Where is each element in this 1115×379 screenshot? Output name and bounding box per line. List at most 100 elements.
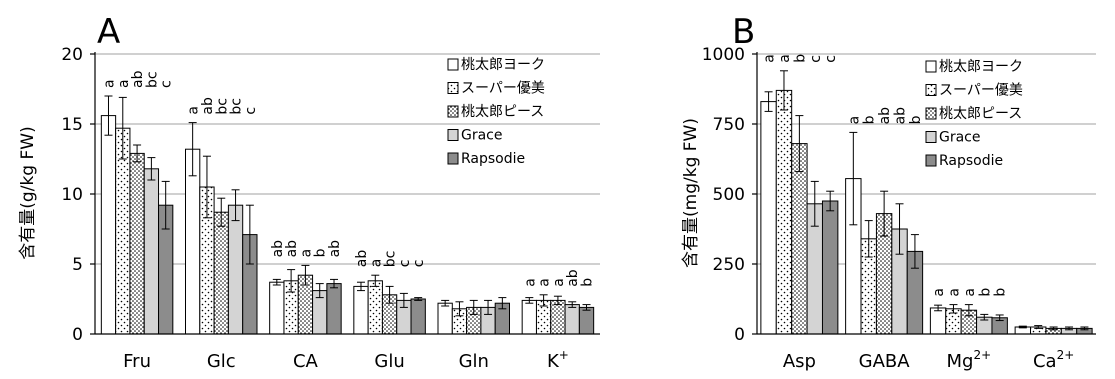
- panel-b-axes: [752, 52, 1096, 335]
- panel-b-bar: [821, 200, 839, 335]
- panel-a-significance-letter: b: [313, 248, 329, 257]
- panel-a-bar: [521, 299, 537, 335]
- panel-b-significance-letter: b: [977, 288, 993, 297]
- panel-b-legend-swatch: [925, 107, 937, 120]
- panel-a-label: A: [97, 12, 120, 52]
- panel-b-significance-letter: ab: [877, 107, 893, 125]
- panel-b-significance-letter: a: [777, 54, 793, 63]
- panel-b-bar: [929, 307, 947, 335]
- panel-b-y-tick-label: 1000: [702, 45, 745, 65]
- panel-b-y-tick-label: 0: [734, 325, 745, 345]
- panel-a-ylabel-main: 含有量: [18, 209, 38, 260]
- panel-a-significance-letter: c: [397, 259, 413, 267]
- panel-a-legend-label: Grace: [461, 128, 503, 144]
- panel-a-legend-swatch: [447, 152, 459, 165]
- panel-a-x-tick-label: Glc: [207, 351, 236, 372]
- panel-b-ticks: 0 250 500 750 1000: [702, 45, 745, 345]
- panel-a-legend-label: 桃太郎ヨーク: [461, 57, 545, 73]
- panel-b-significance: a a b c ca b ab ab ba a a b b: [762, 54, 1009, 297]
- panel-a-bar: [550, 299, 566, 335]
- panel-a-bar: [143, 168, 160, 335]
- panel-a-y-tick-label: 15: [61, 115, 83, 135]
- panel-a-x-tick-label: Fru: [123, 351, 151, 372]
- panel-a-bar: [564, 304, 580, 335]
- panel-b-significance-letter: c: [823, 55, 839, 63]
- panel-b-legend-swatch: [925, 154, 937, 167]
- panel-a-significance-letter: bc: [214, 98, 230, 115]
- panel-b-categories: Asp GABA Mg2+ Ca2+: [783, 348, 1074, 372]
- panel-a-legend-label: 桃太郎ピース: [461, 104, 544, 120]
- panel-b-y-tick-label: 250: [713, 255, 745, 275]
- panel-a-significance-letter: a: [298, 249, 314, 258]
- panel-a-significance-letter: b: [580, 278, 596, 287]
- panel-a-legend-label: スーパー優美: [461, 81, 545, 97]
- panel-a-categories: Fru Glc CA Glu Gln K+: [123, 348, 569, 372]
- panel-b-y-tick-label: 750: [713, 115, 745, 135]
- panel-a-x-tick-label: K+: [547, 348, 569, 372]
- panel-a-bar: [100, 115, 117, 335]
- panel-a-significance-letter: bc: [144, 71, 160, 88]
- panel-b-significance-letter: a: [946, 288, 962, 297]
- panel-b-x-tick-label: GABA: [859, 351, 911, 372]
- panel-a-significance-letter: c: [243, 107, 259, 115]
- panel-a-significance-letter: a: [551, 278, 567, 287]
- panel-b-legend-label: Grace: [939, 130, 981, 146]
- panel-b-significance-letter: b: [993, 288, 1009, 297]
- panel-a-significance-letter: bc: [229, 98, 245, 115]
- panel-a-bar: [437, 302, 453, 335]
- panel-a-significance-letter: a: [368, 259, 384, 268]
- panel-b-bars: [760, 70, 1093, 335]
- panel-a-significance-letter: c: [411, 259, 427, 267]
- panel-b-significance-letter: ab: [893, 107, 909, 125]
- panel-b-y-tick-label: 500: [713, 185, 745, 205]
- panel-b-bar: [760, 101, 777, 335]
- panel-a-significance-letter: ab: [200, 97, 216, 115]
- panel-b-legend-swatch: [925, 131, 937, 143]
- panel-a-y-tick-label: 5: [72, 255, 83, 275]
- panel-a-significance-letter: ab: [270, 240, 286, 258]
- panel-b-legend-label: Rapsodie: [939, 153, 1003, 169]
- panel-a-x-tick-label: Gln: [459, 351, 489, 372]
- panel-a-bar: [185, 148, 201, 335]
- panel-b-label: B: [732, 12, 755, 52]
- panel-b-significance-letter: a: [931, 288, 947, 297]
- panel-b-ylabel-main: 含有量: [681, 217, 701, 268]
- panel-a-legend-label: Rapsodie: [461, 151, 525, 167]
- panel-a-bar: [410, 298, 426, 335]
- panel-b-significance-letter: a: [962, 288, 978, 297]
- panel-a-significance-letter: a: [186, 106, 202, 115]
- panel-a-y-tick-label: 10: [61, 185, 83, 205]
- panel-a-significance-letter: bc: [383, 251, 399, 268]
- panel-a-significance-letter: ab: [284, 240, 300, 258]
- panel-a-significance-letter: a: [101, 79, 117, 88]
- panel-b-bar: [775, 89, 793, 335]
- panel-b-significance-letter: c: [808, 55, 824, 63]
- panel-a-significance-letter: a: [116, 79, 132, 88]
- panel-a-bar: [578, 306, 595, 335]
- panel-b-bar: [791, 143, 808, 335]
- panel-b-significance-letter: a: [762, 54, 778, 63]
- panel-a-legend-swatch: [447, 105, 459, 118]
- panel-a-legend-swatch: [447, 129, 459, 141]
- panel-a-y-tick-label: 0: [72, 325, 83, 345]
- panel-a-ylabel-unit: (g/kg FW): [18, 126, 38, 208]
- panel-a-axes: [90, 52, 600, 335]
- panel-a-bar: [367, 280, 383, 335]
- panel-a-grid: [95, 53, 600, 265]
- panel-a-significance-letter: ab: [130, 70, 146, 88]
- panel-a-significance-letter: ab: [354, 250, 370, 268]
- panel-a-bar: [213, 211, 229, 335]
- panel-a-bar: [326, 283, 342, 335]
- panel-b-legend-label: 桃太郎ピース: [939, 106, 1022, 122]
- panel-b-legend-swatch: [925, 60, 937, 73]
- panel-a-bar: [269, 281, 285, 335]
- panel-a-significance-letter: ab: [565, 269, 581, 287]
- panel-b-significance-letter: a: [846, 116, 862, 125]
- panel-b-x-tick-label: Mg2+: [947, 348, 992, 372]
- panel-b-legend-label: スーパー優美: [939, 83, 1023, 99]
- panel-a-ticks: 0 5 10 15 20: [61, 45, 83, 345]
